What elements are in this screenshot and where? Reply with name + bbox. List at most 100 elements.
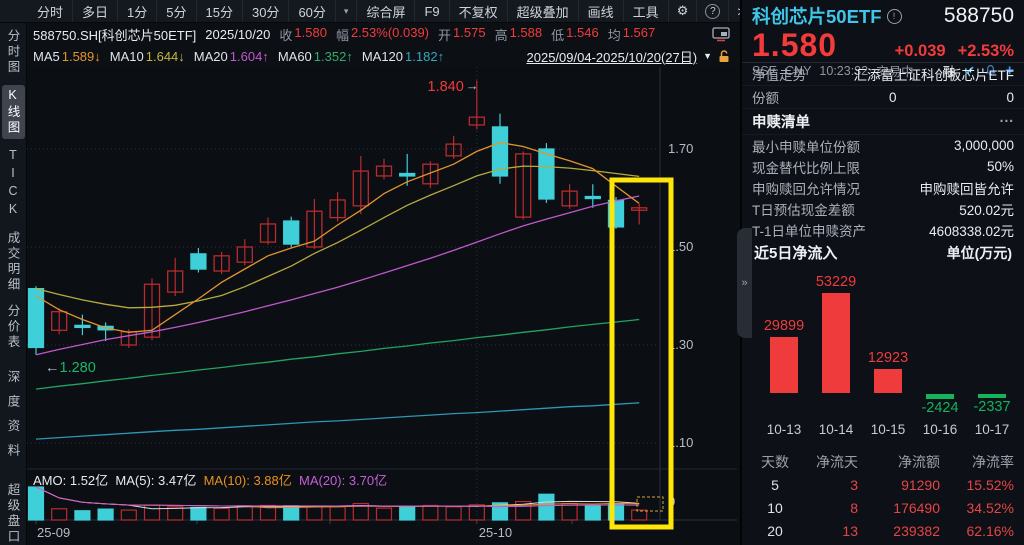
- sidebar-item-chengjiaomingxi[interactable]: 成交明细: [5, 230, 20, 293]
- period-tab-1min[interactable]: 1分: [118, 0, 158, 22]
- menu-f9[interactable]: F9: [415, 0, 450, 22]
- sidebar-item-fenjiabiao[interactable]: 分价表: [5, 303, 20, 351]
- nav-trend-row: 净值走势 汇添富上证科创板芯片ETF: [742, 63, 1024, 86]
- left-sidebar: 分时图 K线图 TICK 成交明细 分价表 深度资料 超级盘口: [0, 23, 27, 545]
- net-inflow-header: 近5日净流入 单位(万元): [742, 241, 1024, 264]
- net-inflow-bar-chart: 29899 10-13 53229 10-14 12923 10-15 -2424 10-16…: [742, 264, 1024, 440]
- net-inflow-title: 近5日净流入: [754, 245, 838, 262]
- svg-text:1.10: 1.10: [668, 435, 693, 450]
- period-tab-fenshi[interactable]: 分时: [28, 0, 74, 22]
- flow-date-label: 10-13: [766, 422, 802, 437]
- flow-value-label: 12923: [867, 350, 909, 366]
- ma10-legend: MA10 1.644↓: [109, 48, 185, 64]
- menu-composite-screen[interactable]: 综合屏: [357, 0, 416, 22]
- etf-name: 科创芯片50ETF: [752, 6, 882, 27]
- sidebar-item-klinetu[interactable]: K线图: [1, 84, 25, 139]
- menu-draw-line[interactable]: 画线: [579, 0, 624, 22]
- list-item: 最小申赎单位份额 3,000,000: [752, 138, 1014, 155]
- table-row: 5 3 91290 15.52%: [771, 476, 1014, 493]
- alert-bell-icon[interactable]: [984, 64, 997, 77]
- last-price: 1.580: [752, 27, 838, 63]
- volume-indicator-legend: AMO: 1.52亿 MA(5): 3.47亿 MA(10): 3.88亿 MA…: [33, 473, 388, 488]
- sidebar-item-chaojipankou[interactable]: 超级盘口: [5, 483, 20, 545]
- trading-status: 交易中: [876, 65, 914, 79]
- flow-bar: [874, 369, 902, 393]
- etf-code: 588750: [943, 4, 1014, 27]
- help-icon[interactable]: ?: [697, 0, 730, 22]
- currency-label: CNY: [785, 63, 812, 78]
- sidebar-item-shenduziliao[interactable]: 深度资料: [5, 370, 20, 468]
- svg-text:25-10: 25-10: [479, 525, 512, 540]
- svg-text:1.840: 1.840: [428, 79, 464, 95]
- net-inflow-unit: 单位(万元): [946, 244, 1012, 261]
- more-ellipsis-icon[interactable]: ···: [999, 113, 1015, 130]
- add-plus-icon[interactable]: +: [1005, 61, 1014, 79]
- ma-legend-bar: MA5 1.589↓ MA10 1.644↓ MA20 1.604↑ MA60 1.35…: [27, 45, 740, 67]
- flow-date-label: 10-14: [818, 422, 854, 437]
- menu-super-overlay[interactable]: 超级叠加: [508, 0, 579, 22]
- ma20-legend: MA20 1.604↑: [193, 48, 269, 64]
- settings-gear-icon[interactable]: ⚙: [669, 0, 698, 22]
- svg-text:25-09: 25-09: [37, 525, 70, 540]
- period-tab-30min[interactable]: 30分: [243, 0, 290, 22]
- price-change: +0.039: [894, 42, 946, 60]
- svg-text:1.70: 1.70: [668, 141, 693, 156]
- period-tab-duori[interactable]: 多日: [73, 0, 119, 22]
- ma5-legend: MA5 1.589↓: [33, 48, 101, 64]
- margin-flag: 融: [942, 65, 956, 79]
- flow-value-label: -2424: [921, 400, 959, 416]
- unlock-icon[interactable]: [718, 49, 730, 63]
- sidebar-item-fenshitu[interactable]: 分时图: [5, 29, 20, 76]
- flow-date-label: 10-15: [870, 422, 906, 437]
- panel-collapse-handle[interactable]: »: [737, 228, 752, 338]
- period-tab-15min[interactable]: 15分: [197, 0, 243, 22]
- list-item: 现金替代比例上限 50%: [752, 159, 1014, 176]
- quote-bar: 588750.SH[科创芯片50ETF] 2025/10/20 收 1.580 幅…: [27, 23, 740, 45]
- quote-header: 科创芯片50ETF ! 588750 1.580 +0.039 +2.53% S…: [742, 0, 1024, 79]
- svg-text:←1.280: ←1.280: [45, 360, 96, 376]
- ma60-legend: MA60 1.352↑: [277, 48, 353, 64]
- period-dropdown-icon[interactable]: ▾: [336, 0, 358, 22]
- exchange-label: SSE: [752, 63, 778, 78]
- svg-text:1.30: 1.30: [668, 337, 693, 352]
- menu-tools[interactable]: 工具: [624, 0, 669, 22]
- menu-no-adjust[interactable]: 不复权: [450, 0, 508, 22]
- pip-icon[interactable]: [712, 26, 730, 42]
- low-pair: 低 1.546: [551, 24, 599, 43]
- sidebar-item-tick[interactable]: TICK: [6, 147, 20, 220]
- flow-value-label: -2337: [973, 399, 1011, 415]
- flow-bar: [978, 394, 1006, 398]
- close-pair: 收 1.580: [279, 24, 327, 43]
- list-item: T日预估现金差额 520.02元: [752, 202, 1014, 218]
- date-range-caret-icon[interactable]: ▼: [703, 51, 712, 61]
- high-pair: 高 1.588: [494, 24, 543, 43]
- flow-value-label: 53229: [815, 274, 857, 290]
- table-row: 20 13 239382 62.16%: [767, 522, 1014, 539]
- flow-value-label: 29899: [763, 318, 805, 334]
- table-row: 10 8 176490 34.52%: [767, 499, 1014, 516]
- period-tab-5min[interactable]: 5分: [157, 0, 197, 22]
- period-tab-60min[interactable]: 60分: [289, 0, 336, 22]
- date-range-selector[interactable]: 2025/09/04-2025/10/20(27日): [526, 49, 698, 65]
- quote-date: 2025/10/20: [205, 26, 271, 42]
- flow-date-label: 10-17: [974, 422, 1010, 437]
- list-item: T-1日单位申赎资产 4608338.02元: [752, 223, 1014, 239]
- amplitude-pair: 幅 2.53%(0.039): [335, 24, 430, 43]
- info-icon[interactable]: !: [886, 8, 902, 24]
- top-toolbar: 分时 多日 1分 5分 15分 30分 60分 ▾ 综合屏 F9 不复权 超级叠…: [0, 0, 754, 23]
- flow-bar: [770, 337, 798, 393]
- svg-text:1.50: 1.50: [668, 239, 693, 254]
- list-item: 申购赎回允许情况 申购赎回皆允许: [752, 181, 1014, 197]
- avg-pair: 均 1.567: [607, 24, 656, 43]
- symbol-name: 588750.SH[科创芯片50ETF]: [33, 27, 197, 43]
- svg-text:→: →: [466, 78, 479, 93]
- right-panel: 科创芯片50ETF ! 588750 1.580 +0.039 +2.53% S…: [740, 0, 1024, 545]
- flow-bar: [926, 394, 954, 399]
- flow-summary-table: 天数 净流天 净流额 净流率 5 3 91290 15.52% 10 8 176…: [742, 448, 1024, 542]
- quote-time: 10:23:32: [819, 63, 869, 78]
- table-header-row: 天数 净流天 净流额 净流率: [761, 453, 1014, 470]
- edit-pencil-icon[interactable]: [963, 64, 976, 77]
- subscription-list-header: 申赎清单 ···: [742, 109, 1024, 135]
- kline-chart[interactable]: 1.70 1.50 1.30 1.10 0 25-09 25-10 1.840 → ←1.280 …: [27, 67, 738, 545]
